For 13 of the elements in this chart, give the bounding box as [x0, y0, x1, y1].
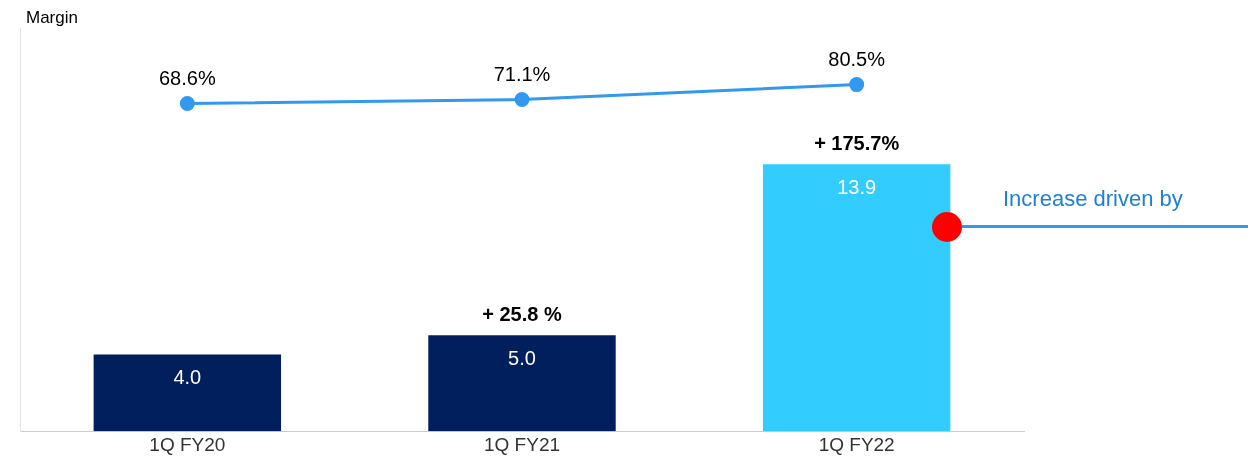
annotation: + 175.7% [814, 131, 900, 154]
data-label: 13.9 [837, 175, 877, 198]
annotation: Increase driven by [1003, 186, 1184, 212]
data-label: 5.0 [508, 346, 536, 369]
x-tick-label: 1Q FY20 [149, 433, 226, 455]
x-tick-label: 1Q FY22 [818, 433, 895, 455]
data-label: 80.5% [828, 48, 886, 71]
annotation: + 25.8 % [482, 302, 562, 325]
text: Margin [26, 8, 78, 28]
data-label: 4.0 [173, 365, 202, 388]
data-label: 68.6% [158, 67, 216, 90]
data-label: 71.1% [493, 63, 551, 86]
x-tick-label: 1Q FY21 [483, 433, 561, 455]
